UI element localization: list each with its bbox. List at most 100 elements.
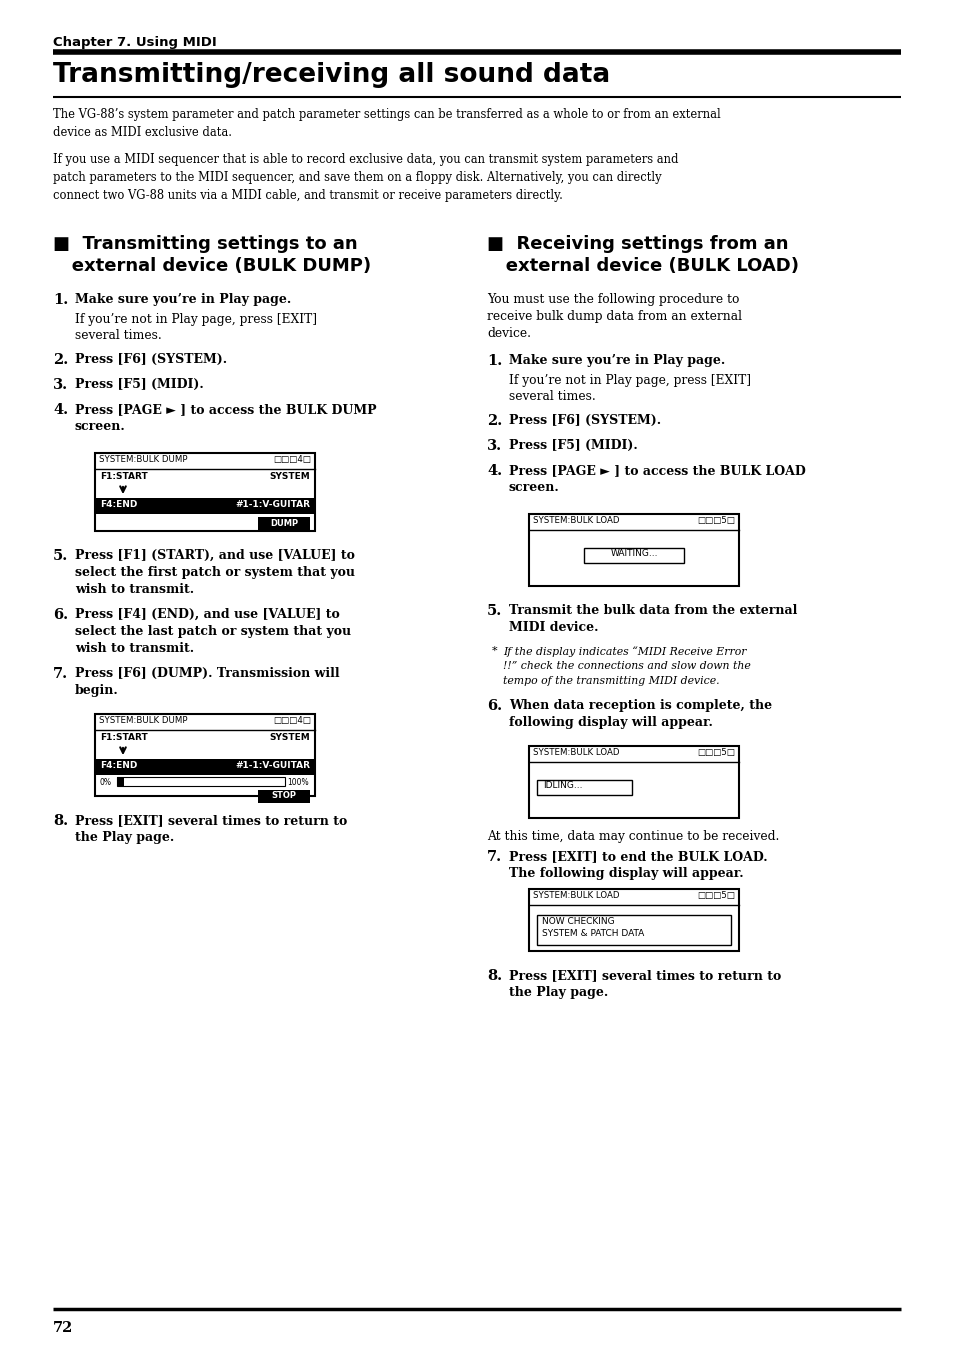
Text: select the first patch or system that you: select the first patch or system that yo… <box>75 566 355 580</box>
Text: receive bulk dump data from an external: receive bulk dump data from an external <box>486 309 741 323</box>
Text: Press [F6] (SYSTEM).: Press [F6] (SYSTEM). <box>509 413 660 427</box>
Text: The VG-88’s system parameter and patch parameter settings can be transferred as : The VG-88’s system parameter and patch p… <box>53 108 720 122</box>
Text: 72: 72 <box>53 1321 73 1335</box>
Text: Press [PAGE ► ] to access the BULK LOAD: Press [PAGE ► ] to access the BULK LOAD <box>509 463 805 477</box>
Text: the Play page.: the Play page. <box>75 831 174 844</box>
Text: 7.: 7. <box>53 667 68 681</box>
Text: connect two VG-88 units via a MIDI cable, and transmit or receive parameters dir: connect two VG-88 units via a MIDI cable… <box>53 189 562 203</box>
Bar <box>257 790 310 802</box>
Bar <box>95 453 314 531</box>
Text: MIDI device.: MIDI device. <box>509 621 598 634</box>
Text: screen.: screen. <box>509 481 559 494</box>
Text: 3.: 3. <box>486 439 501 453</box>
Text: 2.: 2. <box>53 353 69 367</box>
Bar <box>95 499 314 513</box>
Text: SYSTEM: SYSTEM <box>269 471 310 481</box>
Text: 3.: 3. <box>53 378 68 392</box>
Text: SYSTEM:BULK LOAD: SYSTEM:BULK LOAD <box>533 748 618 757</box>
Bar <box>583 549 683 563</box>
Text: begin.: begin. <box>75 684 118 697</box>
Text: select the last patch or system that you: select the last patch or system that you <box>75 626 351 638</box>
Text: 1.: 1. <box>486 354 501 367</box>
Text: Press [F1] (START), and use [VALUE] to: Press [F1] (START), and use [VALUE] to <box>75 549 355 562</box>
Text: When data reception is complete, the: When data reception is complete, the <box>509 698 771 712</box>
Text: If you use a MIDI sequencer that is able to record exclusive data, you can trans: If you use a MIDI sequencer that is able… <box>53 153 678 166</box>
Text: 8.: 8. <box>53 815 68 828</box>
Text: Make sure you’re in Play page.: Make sure you’re in Play page. <box>75 293 291 305</box>
Text: 100%: 100% <box>287 778 309 788</box>
Text: Transmitting/receiving all sound data: Transmitting/receiving all sound data <box>53 62 610 88</box>
Text: If the display indicates “MIDI Receive Error: If the display indicates “MIDI Receive E… <box>502 646 745 657</box>
Text: □□□5□: □□□5□ <box>697 892 734 900</box>
Text: F4:END: F4:END <box>100 500 137 509</box>
Bar <box>529 513 739 586</box>
Text: 4.: 4. <box>53 403 68 417</box>
Text: The following display will appear.: The following display will appear. <box>509 867 742 880</box>
Text: Press [F4] (END), and use [VALUE] to: Press [F4] (END), and use [VALUE] to <box>75 608 339 621</box>
Text: F4:END: F4:END <box>100 761 137 770</box>
Text: Press [F6] (SYSTEM).: Press [F6] (SYSTEM). <box>75 353 227 366</box>
Bar <box>117 777 285 786</box>
Text: □□□4□: □□□4□ <box>273 455 311 463</box>
Text: 6.: 6. <box>53 608 68 621</box>
Text: If you’re not in Play page, press [EXIT]: If you’re not in Play page, press [EXIT] <box>509 374 750 386</box>
Text: 7.: 7. <box>486 850 501 865</box>
Text: SYSTEM:BULK DUMP: SYSTEM:BULK DUMP <box>99 455 188 463</box>
Text: If you’re not in Play page, press [EXIT]: If you’re not in Play page, press [EXIT] <box>75 313 316 326</box>
Text: tempo of the transmitting MIDI device.: tempo of the transmitting MIDI device. <box>502 676 719 686</box>
Text: Press [EXIT] several times to return to: Press [EXIT] several times to return to <box>75 815 347 827</box>
Bar <box>257 517 310 530</box>
Text: wish to transmit.: wish to transmit. <box>75 584 193 596</box>
Text: following display will appear.: following display will appear. <box>509 716 712 730</box>
Text: *: * <box>492 646 497 657</box>
Text: F1:START: F1:START <box>100 734 148 742</box>
Text: external device (BULK LOAD): external device (BULK LOAD) <box>486 257 799 276</box>
Bar <box>529 746 739 817</box>
Text: 0%: 0% <box>100 778 112 788</box>
Text: Press [F5] (MIDI).: Press [F5] (MIDI). <box>75 378 204 390</box>
Text: Press [PAGE ► ] to access the BULK DUMP: Press [PAGE ► ] to access the BULK DUMP <box>75 403 376 416</box>
Text: Press [EXIT] to end the BULK LOAD.: Press [EXIT] to end the BULK LOAD. <box>509 850 767 863</box>
Text: Make sure you’re in Play page.: Make sure you’re in Play page. <box>509 354 724 367</box>
Text: 1.: 1. <box>53 293 69 307</box>
Text: Press [F5] (MIDI).: Press [F5] (MIDI). <box>509 439 638 453</box>
Bar <box>529 889 739 951</box>
Text: STOP: STOP <box>272 792 296 801</box>
Text: Press [F6] (DUMP). Transmission will: Press [F6] (DUMP). Transmission will <box>75 667 339 680</box>
Text: WAITING...: WAITING... <box>610 550 657 558</box>
Text: □□□5□: □□□5□ <box>697 748 734 757</box>
Bar <box>117 777 124 786</box>
Text: DUMP: DUMP <box>270 519 297 527</box>
Text: patch parameters to the MIDI sequencer, and save them on a floppy disk. Alternat: patch parameters to the MIDI sequencer, … <box>53 172 661 184</box>
Text: 5.: 5. <box>486 604 501 617</box>
Text: SYSTEM:BULK LOAD: SYSTEM:BULK LOAD <box>533 516 618 526</box>
Text: SYSTEM:BULK DUMP: SYSTEM:BULK DUMP <box>99 716 188 725</box>
Bar <box>95 713 314 796</box>
Text: external device (BULK DUMP): external device (BULK DUMP) <box>53 257 371 276</box>
Text: screen.: screen. <box>75 420 126 434</box>
Text: □□□5□: □□□5□ <box>697 516 734 526</box>
Text: wish to transmit.: wish to transmit. <box>75 642 193 655</box>
Text: 8.: 8. <box>486 969 501 984</box>
Text: #1-1:V-GUITAR: #1-1:V-GUITAR <box>234 500 310 509</box>
Bar <box>537 915 730 944</box>
Text: ■  Transmitting settings to an: ■ Transmitting settings to an <box>53 235 357 253</box>
Bar <box>537 780 631 794</box>
Text: 6.: 6. <box>486 698 501 713</box>
Text: □□□4□: □□□4□ <box>273 716 311 725</box>
Text: device as MIDI exclusive data.: device as MIDI exclusive data. <box>53 126 232 139</box>
Text: !!” check the connections and slow down the: !!” check the connections and slow down … <box>502 661 750 671</box>
Text: #1-1:V-GUITAR: #1-1:V-GUITAR <box>234 761 310 770</box>
Text: device.: device. <box>486 327 531 340</box>
Text: 4.: 4. <box>486 463 501 478</box>
Text: several times.: several times. <box>75 330 162 342</box>
Text: 2.: 2. <box>486 413 501 428</box>
Text: Chapter 7. Using MIDI: Chapter 7. Using MIDI <box>53 36 216 49</box>
Bar <box>95 759 314 775</box>
Text: SYSTEM: SYSTEM <box>269 734 310 742</box>
Text: F1:START: F1:START <box>100 471 148 481</box>
Text: 5.: 5. <box>53 549 69 563</box>
Text: Transmit the bulk data from the external: Transmit the bulk data from the external <box>509 604 797 617</box>
Text: several times.: several times. <box>509 390 595 403</box>
Text: SYSTEM:BULK LOAD: SYSTEM:BULK LOAD <box>533 892 618 900</box>
